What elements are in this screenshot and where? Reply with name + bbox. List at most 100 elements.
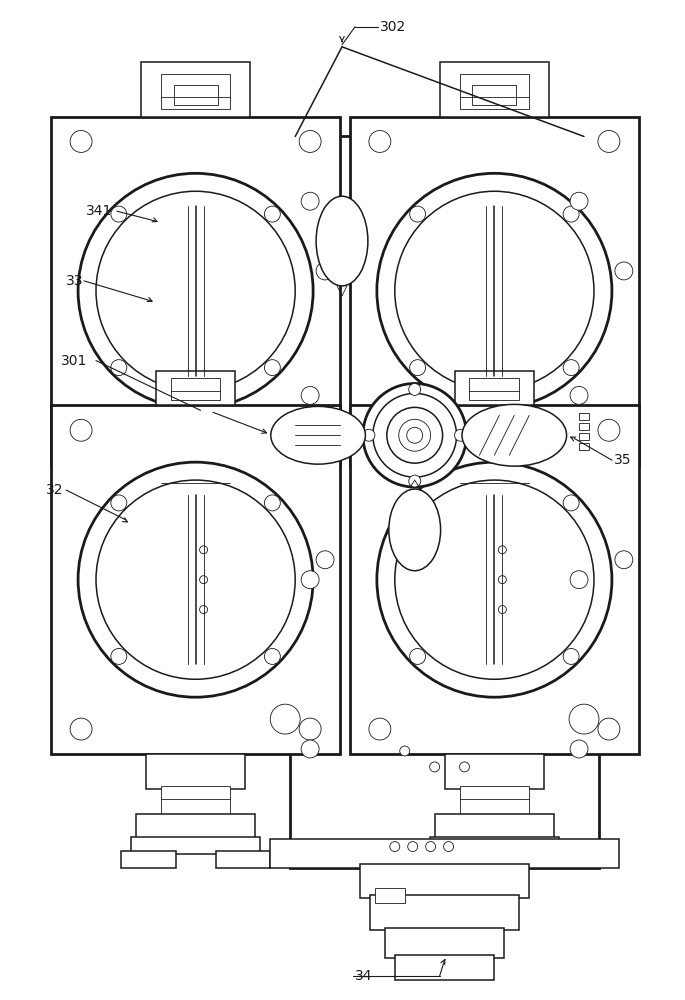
Bar — [370, 895, 519, 930]
Bar — [445, 465, 544, 500]
Bar — [473, 85, 516, 105]
Circle shape — [499, 606, 506, 614]
Circle shape — [70, 718, 92, 740]
Bar — [155, 371, 236, 405]
Circle shape — [96, 480, 295, 679]
Circle shape — [111, 648, 127, 664]
Circle shape — [264, 648, 280, 664]
Circle shape — [271, 415, 300, 445]
Bar — [429, 837, 559, 854]
Ellipse shape — [389, 489, 440, 571]
Bar — [146, 465, 245, 500]
Circle shape — [299, 419, 321, 441]
Circle shape — [563, 648, 579, 664]
Bar — [141, 62, 251, 117]
Bar — [460, 473, 530, 493]
Bar — [121, 851, 175, 868]
Circle shape — [425, 842, 436, 852]
Circle shape — [301, 740, 319, 758]
Text: 32: 32 — [46, 483, 64, 497]
Circle shape — [563, 206, 579, 222]
Bar — [146, 754, 245, 789]
Circle shape — [264, 360, 280, 376]
Circle shape — [499, 576, 506, 584]
Circle shape — [395, 480, 594, 679]
Circle shape — [199, 576, 208, 584]
Bar — [460, 786, 530, 814]
Bar — [460, 74, 530, 109]
Bar — [271, 839, 619, 868]
Circle shape — [570, 740, 588, 758]
Bar — [290, 136, 599, 868]
Circle shape — [264, 206, 280, 222]
Text: 341: 341 — [86, 204, 112, 218]
Bar — [455, 371, 534, 405]
Circle shape — [410, 495, 425, 511]
Circle shape — [70, 429, 92, 451]
Bar — [440, 62, 549, 117]
Circle shape — [399, 419, 431, 451]
Circle shape — [569, 415, 599, 445]
Circle shape — [598, 419, 620, 441]
Circle shape — [70, 419, 92, 441]
Circle shape — [410, 206, 425, 222]
Circle shape — [390, 842, 400, 852]
Bar — [350, 117, 639, 465]
Circle shape — [598, 429, 620, 451]
Bar — [579, 423, 589, 430]
Bar — [579, 433, 589, 440]
Circle shape — [78, 462, 313, 697]
Circle shape — [570, 192, 588, 210]
Bar — [131, 837, 260, 854]
Circle shape — [615, 262, 633, 280]
Circle shape — [563, 495, 579, 511]
Circle shape — [301, 571, 319, 589]
Circle shape — [408, 842, 418, 852]
Circle shape — [264, 495, 280, 511]
Circle shape — [377, 173, 612, 408]
Ellipse shape — [462, 404, 566, 466]
Circle shape — [96, 191, 295, 390]
Circle shape — [363, 429, 375, 441]
Circle shape — [369, 429, 391, 451]
Text: 302: 302 — [380, 20, 406, 34]
Bar — [514, 851, 569, 868]
Circle shape — [299, 131, 321, 152]
Circle shape — [369, 131, 391, 152]
Circle shape — [301, 192, 319, 210]
Circle shape — [369, 718, 391, 740]
Bar — [579, 413, 589, 420]
Circle shape — [409, 383, 421, 395]
Bar — [174, 85, 218, 105]
Circle shape — [377, 462, 612, 697]
Circle shape — [395, 191, 594, 390]
Text: 34: 34 — [355, 969, 373, 983]
Circle shape — [78, 173, 313, 408]
Bar — [216, 851, 271, 868]
Circle shape — [70, 131, 92, 152]
Circle shape — [569, 704, 599, 734]
Circle shape — [598, 718, 620, 740]
Bar — [469, 378, 519, 400]
Circle shape — [299, 718, 321, 740]
Bar — [360, 864, 530, 898]
Circle shape — [271, 704, 300, 734]
Ellipse shape — [271, 406, 365, 464]
Circle shape — [444, 842, 453, 852]
Bar — [51, 117, 340, 465]
Text: 301: 301 — [61, 354, 88, 368]
Bar — [385, 928, 504, 958]
Circle shape — [373, 393, 456, 477]
Bar — [161, 74, 230, 109]
Ellipse shape — [316, 196, 368, 286]
Bar — [171, 378, 221, 400]
Circle shape — [111, 360, 127, 376]
Circle shape — [570, 571, 588, 589]
Bar — [161, 786, 230, 814]
Text: 35: 35 — [614, 453, 632, 467]
Bar — [395, 955, 495, 980]
Circle shape — [387, 407, 443, 463]
Circle shape — [199, 546, 208, 554]
Circle shape — [410, 360, 425, 376]
Circle shape — [111, 495, 127, 511]
